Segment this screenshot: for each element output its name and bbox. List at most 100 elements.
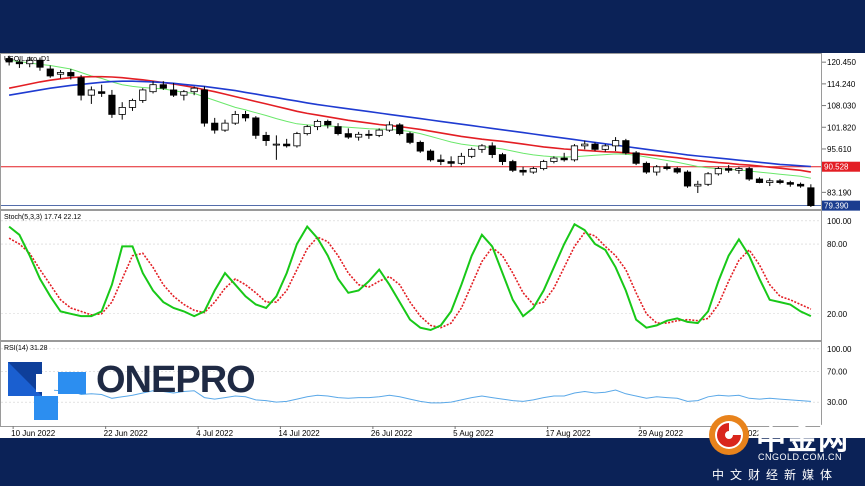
candle-body bbox=[36, 59, 44, 68]
candle bbox=[56, 70, 65, 79]
price-tick-label: 83.190 bbox=[827, 188, 852, 197]
candle-body bbox=[365, 133, 373, 136]
cngold-slogan: 中文财经新媒体 bbox=[712, 468, 839, 482]
candle-body bbox=[118, 107, 126, 115]
date-tick-label: 4 Jul 2022 bbox=[196, 429, 233, 438]
candle-body bbox=[15, 61, 24, 65]
candle bbox=[786, 180, 794, 187]
candle bbox=[457, 152, 465, 166]
candle bbox=[149, 81, 157, 94]
candle bbox=[704, 172, 712, 187]
candle bbox=[663, 163, 671, 171]
candle bbox=[714, 166, 722, 176]
candle bbox=[519, 166, 527, 176]
candle bbox=[632, 151, 640, 166]
price-panel: 120.450 114.240 108.030 101.820 95.610 83.190… bbox=[1, 55, 860, 211]
candle-body bbox=[56, 72, 65, 75]
horizontal-level-badge bbox=[822, 161, 860, 172]
price-panel-border bbox=[0, 53, 822, 210]
candle bbox=[36, 57, 44, 71]
candle bbox=[159, 81, 167, 90]
candle bbox=[478, 144, 486, 153]
candle-body bbox=[334, 126, 342, 135]
candle-body bbox=[560, 157, 568, 161]
candle-body bbox=[611, 140, 620, 147]
candle-body bbox=[283, 143, 291, 147]
symbol-label: USOIL.pro, D1 bbox=[4, 56, 50, 63]
candle-body bbox=[519, 169, 527, 173]
candle bbox=[735, 166, 743, 174]
candle bbox=[334, 123, 342, 136]
candle-body bbox=[67, 72, 75, 77]
rsi-tick-label: 100.00 bbox=[827, 345, 852, 354]
candle bbox=[426, 149, 435, 162]
candle bbox=[324, 119, 332, 129]
candle bbox=[488, 142, 496, 159]
price-tick-label: 114.240 bbox=[827, 80, 856, 89]
candle-body bbox=[591, 143, 599, 150]
candle bbox=[252, 116, 260, 139]
candle-body bbox=[406, 133, 414, 143]
candle-body bbox=[272, 143, 280, 146]
stoch-signal-line bbox=[8, 231, 812, 329]
candle bbox=[26, 56, 34, 68]
candle-body bbox=[694, 183, 702, 187]
candle-body bbox=[642, 162, 650, 173]
candle-body bbox=[478, 145, 486, 150]
candle-body bbox=[653, 166, 661, 173]
candle-body bbox=[725, 168, 733, 171]
candle-body bbox=[581, 143, 589, 147]
candle bbox=[293, 131, 301, 148]
candle bbox=[683, 170, 692, 188]
candle bbox=[98, 84, 106, 97]
candle bbox=[5, 55, 13, 66]
candle bbox=[807, 184, 815, 207]
candle bbox=[755, 177, 764, 184]
candle bbox=[653, 165, 661, 176]
price-tick-label: 108.030 bbox=[827, 102, 856, 111]
candle bbox=[170, 82, 178, 97]
onepro-mark-icon bbox=[8, 362, 86, 420]
candle-body bbox=[498, 154, 507, 162]
candle-body bbox=[262, 134, 270, 142]
candle-body bbox=[468, 148, 476, 157]
candle bbox=[673, 166, 681, 174]
candle-body bbox=[200, 89, 209, 124]
candle-body bbox=[396, 124, 404, 135]
date-tick-label: 22 Jun 2022 bbox=[104, 429, 149, 438]
candle bbox=[190, 86, 198, 96]
candle-body bbox=[807, 187, 815, 207]
candle-body bbox=[550, 157, 558, 162]
candle bbox=[118, 102, 126, 120]
price-tick-label: 95.610 bbox=[827, 145, 852, 154]
candle-body bbox=[683, 171, 692, 187]
date-tick-label: 26 Jul 2022 bbox=[371, 429, 413, 438]
rsi-tick-label: 70.00 bbox=[827, 368, 848, 377]
candle bbox=[745, 166, 753, 181]
rsi-label: RSI(14) 31.28 bbox=[4, 345, 48, 352]
candle bbox=[601, 144, 609, 152]
candle bbox=[211, 117, 219, 134]
stochastic-panel: 100.00 80.00 20.00 bbox=[1, 217, 852, 332]
candle bbox=[241, 110, 250, 122]
candle bbox=[437, 154, 445, 166]
candle-body bbox=[786, 182, 794, 185]
candle-body bbox=[622, 140, 630, 154]
candle bbox=[468, 147, 476, 159]
candle-body bbox=[416, 141, 424, 152]
cngold-name: 中金网 bbox=[756, 422, 849, 457]
cngold-domain: CNGOLD.COM.CN bbox=[758, 452, 843, 462]
candle bbox=[396, 123, 404, 136]
cngold-logo: 中金网 CNGOLD.COM.CN 中文财经新媒体 bbox=[708, 410, 858, 482]
candle bbox=[221, 119, 229, 132]
candle bbox=[385, 121, 394, 132]
price-tick-label: 101.820 bbox=[827, 123, 856, 132]
oil-price-chart: 120.450 114.240 108.030 101.820 95.610 83.190… bbox=[0, 53, 860, 438]
candle-body bbox=[190, 87, 198, 93]
candle-body bbox=[509, 161, 517, 171]
candle bbox=[77, 74, 85, 101]
candle bbox=[776, 179, 784, 185]
rsi-panel-border bbox=[0, 341, 822, 427]
candle-body bbox=[293, 133, 301, 147]
candle bbox=[581, 140, 589, 150]
